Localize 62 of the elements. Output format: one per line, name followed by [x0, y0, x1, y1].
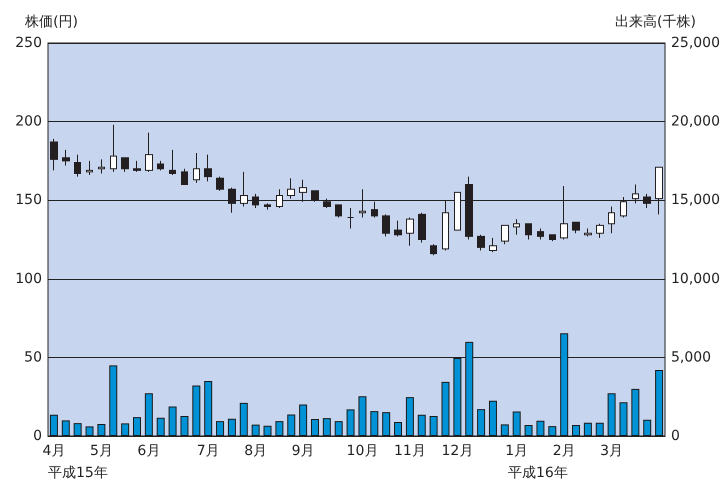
candlestick: [157, 160, 164, 171]
candlestick: [501, 224, 509, 245]
candlestick: [347, 208, 354, 229]
x-tick-label: 8月: [244, 443, 268, 459]
x-tick-label: 7月: [196, 443, 220, 459]
x-tick-label: 4月: [42, 443, 66, 459]
candlestick: [489, 237, 497, 253]
candlestick: [477, 234, 485, 252]
x-tick-label: 2月: [552, 443, 576, 459]
x-tick-label: 9月: [292, 443, 315, 459]
y2-tick-label: 25,000: [671, 35, 720, 51]
candlestick: [50, 138, 58, 171]
x-tick-label: 1月: [505, 443, 528, 459]
x-tick-label: 11月: [394, 443, 426, 459]
candlestick: [418, 212, 426, 244]
candlestick: [74, 154, 81, 178]
candlestick: [549, 234, 556, 242]
y2-axis-title: 出来高(千株): [615, 14, 696, 30]
candlestick: [181, 168, 188, 185]
y-tick-label: 100: [15, 270, 42, 287]
x-tick-label: 10月: [346, 443, 378, 459]
y-tick-label: 0: [33, 428, 42, 444]
y-tick-label: 50: [24, 349, 42, 366]
candlestick: [86, 160, 93, 176]
candlestick: [62, 149, 70, 166]
y-axis-title: 株価(円): [24, 14, 78, 30]
text: 平成16年: [508, 465, 568, 481]
candlestick: [193, 152, 200, 184]
x-tick-label: 3月: [600, 443, 624, 459]
candlestick: [204, 154, 212, 182]
candlestick: [216, 176, 224, 192]
candlestick: [133, 160, 141, 172]
y2-tick-label: 15,000: [671, 192, 720, 208]
y-tick-label: 200: [15, 114, 42, 130]
candlestick: [169, 149, 176, 176]
y-tick-label: 150: [15, 192, 42, 208]
candlestick: [430, 244, 437, 256]
candlestick: [608, 206, 615, 234]
y2-tick-label: 5,000: [671, 349, 712, 366]
candlestick: [121, 157, 129, 172]
candlestick: [264, 202, 271, 210]
x-tick-label: 12月: [441, 443, 474, 459]
candlestick: [145, 132, 153, 172]
y2-tick-label: 0: [671, 428, 680, 444]
candlestick: [525, 223, 532, 240]
x-tick-label: 6月: [137, 443, 160, 459]
candlestick: [572, 222, 580, 234]
candlestick: [513, 218, 520, 236]
candlestick: [584, 228, 592, 237]
y2-tick-label: 20,000: [671, 114, 720, 130]
candlestick: [382, 214, 390, 237]
candlestick: [537, 228, 544, 240]
y2-tick-label: 10,000: [671, 270, 720, 287]
text: 平成15年: [48, 465, 108, 481]
candlestick: [110, 124, 117, 172]
y-tick-label: 250: [15, 35, 42, 51]
candlestick: [335, 204, 342, 218]
candlestick: [596, 223, 604, 238]
candlestick: [406, 216, 414, 246]
x-tick-label: 5月: [90, 443, 113, 459]
candlestick: [394, 220, 402, 237]
candlestick: [98, 158, 105, 174]
